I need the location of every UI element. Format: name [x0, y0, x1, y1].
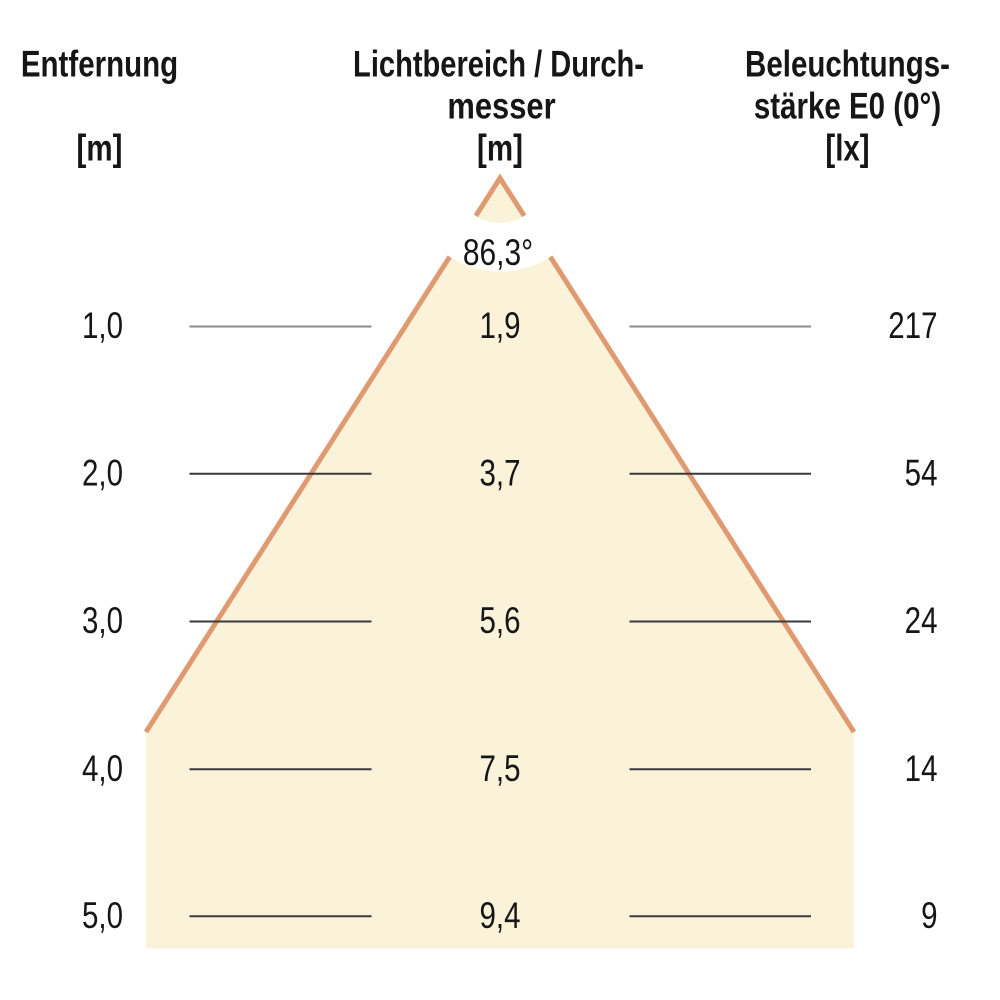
svg-text:stärke E0 (0°): stärke E0 (0°)	[754, 85, 941, 127]
svg-text:3,0: 3,0	[82, 600, 123, 642]
svg-text:2,0: 2,0	[82, 452, 123, 494]
svg-text:14: 14	[905, 747, 938, 789]
svg-text:3,7: 3,7	[479, 452, 520, 494]
svg-text:54: 54	[905, 452, 938, 494]
svg-text:1,0: 1,0	[82, 305, 123, 347]
svg-text:5,0: 5,0	[82, 894, 123, 936]
svg-text:5,6: 5,6	[479, 600, 520, 642]
svg-text:[m]: [m]	[77, 127, 123, 169]
svg-text:24: 24	[905, 600, 938, 642]
svg-text:[m]: [m]	[477, 127, 523, 169]
svg-text:217: 217	[888, 305, 937, 347]
svg-text:Beleuchtungs-: Beleuchtungs-	[745, 43, 950, 85]
svg-text:9: 9	[921, 894, 937, 936]
svg-text:4,0: 4,0	[82, 747, 123, 789]
svg-text:9,4: 9,4	[479, 894, 520, 936]
svg-text:messer: messer	[447, 86, 555, 127]
svg-text:Entfernung: Entfernung	[21, 43, 178, 85]
svg-text:86,3°: 86,3°	[463, 232, 533, 274]
svg-text:1,9: 1,9	[479, 305, 520, 347]
svg-text:[lx]: [lx]	[825, 127, 869, 169]
svg-text:Lichtbereich / Durch-: Lichtbereich / Durch-	[353, 44, 644, 85]
svg-text:7,5: 7,5	[479, 747, 520, 789]
